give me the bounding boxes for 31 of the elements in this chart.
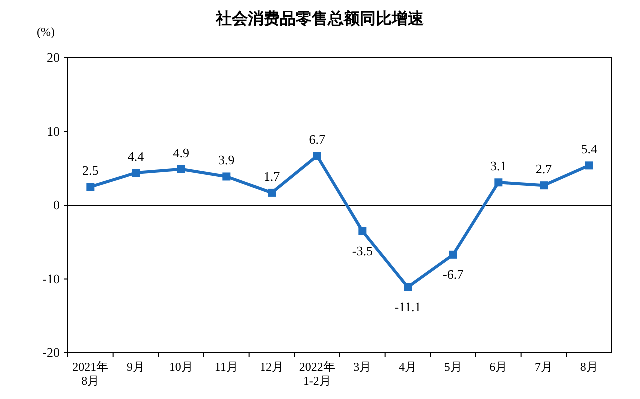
data-label: 4.4 <box>128 149 144 164</box>
data-label: 5.4 <box>581 142 598 157</box>
ytick: -10 <box>42 271 60 286</box>
xtick: 2022年 1-2月 <box>299 360 336 388</box>
ytick: -20 <box>42 345 60 360</box>
xtick: 12月 <box>260 360 284 374</box>
xtick: 3月 <box>354 360 372 374</box>
data-label: 1.7 <box>264 168 280 184</box>
xtick: 8月 <box>580 360 598 374</box>
data-label: 3.1 <box>490 158 507 174</box>
ytick: 0 <box>54 198 60 212</box>
data-label: 3.9 <box>218 152 235 168</box>
title: 社会消费品零售总额同比增速 <box>216 11 424 28</box>
xtick: 5月 <box>444 360 462 374</box>
data-label: -3.5 <box>352 243 373 258</box>
ytick: 20 <box>47 50 60 65</box>
data-label: -6.7 <box>443 266 464 282</box>
xtick: 6月 <box>490 360 508 374</box>
ytick: 10 <box>47 124 60 139</box>
ylabel: (%) <box>37 25 55 39</box>
xtick: 7月 <box>535 360 553 374</box>
xtick: 10月 <box>169 360 194 374</box>
data-label: 4.9 <box>173 145 190 160</box>
data-label: 6.7 <box>309 132 326 148</box>
xtick: 9月 <box>127 360 145 374</box>
data-label: 2.7 <box>536 162 552 177</box>
data-label: -11.1 <box>394 299 422 314</box>
xtick: 11月 <box>214 360 238 374</box>
xtick: 2021年 8月 <box>72 360 109 388</box>
xtick: 4月 <box>399 360 417 374</box>
data-label: 2.5 <box>82 163 99 178</box>
